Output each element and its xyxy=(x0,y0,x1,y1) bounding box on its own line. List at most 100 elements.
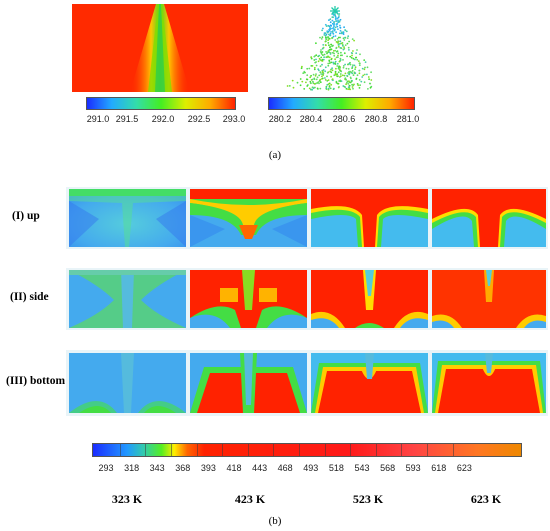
particle xyxy=(292,86,295,89)
particle xyxy=(337,54,339,57)
particle xyxy=(333,21,335,24)
particle xyxy=(339,24,341,27)
particle xyxy=(368,78,370,81)
particle xyxy=(346,74,348,77)
particle xyxy=(336,65,339,67)
particle xyxy=(334,35,337,37)
particle xyxy=(355,56,357,59)
particle xyxy=(327,79,330,81)
temperature-label-623K: 623 K xyxy=(470,492,502,506)
particle xyxy=(317,68,320,71)
particle xyxy=(345,87,348,90)
particle xyxy=(359,53,361,56)
particle xyxy=(347,46,350,49)
particle xyxy=(335,67,337,70)
particle xyxy=(336,75,339,78)
particle xyxy=(332,44,334,47)
particle xyxy=(340,42,343,45)
particle xyxy=(305,78,308,81)
particle xyxy=(319,87,322,90)
particle xyxy=(335,46,338,49)
row-label-bottom: (III) bottom xyxy=(6,375,66,387)
particle xyxy=(370,71,372,74)
temperature-label-323K: 323 K xyxy=(111,492,143,506)
particle xyxy=(335,23,338,26)
particle xyxy=(326,80,329,82)
particle xyxy=(351,72,354,75)
colorbar-b-separator xyxy=(452,444,454,456)
particle xyxy=(321,29,323,32)
particle xyxy=(331,27,333,30)
particle xyxy=(339,79,342,82)
particle xyxy=(312,80,314,83)
particle xyxy=(300,67,303,70)
particle xyxy=(315,42,317,45)
particle xyxy=(364,61,367,63)
particle xyxy=(348,80,350,82)
particle xyxy=(330,43,333,46)
particle xyxy=(358,62,361,65)
particle xyxy=(343,26,345,29)
colorbar-b-separator xyxy=(273,444,275,456)
particle xyxy=(306,85,309,87)
particle xyxy=(363,59,366,61)
particle xyxy=(330,61,333,64)
particle xyxy=(337,20,339,23)
particle xyxy=(353,39,355,42)
particle xyxy=(348,40,350,43)
colorbar-b-separator xyxy=(247,444,249,456)
particle xyxy=(330,68,332,71)
particle xyxy=(342,66,345,69)
particle xyxy=(361,76,364,78)
colorbar-b-tick: 543 xyxy=(354,463,370,473)
colorbar-a2-tick: 280.4 xyxy=(299,114,323,124)
colorbar-a1-tick: 291.5 xyxy=(115,114,139,124)
particle xyxy=(348,88,351,91)
colorbar-b-separator xyxy=(299,444,300,456)
particle xyxy=(328,48,331,51)
particle xyxy=(352,50,354,52)
particle xyxy=(353,64,356,67)
particle xyxy=(330,24,332,27)
particle xyxy=(326,36,329,39)
particle xyxy=(333,54,336,57)
particle xyxy=(352,57,355,60)
colorbar-b-tick: 368 xyxy=(175,463,191,473)
particle xyxy=(337,19,339,22)
particle xyxy=(328,37,330,40)
particle xyxy=(334,49,337,52)
particle xyxy=(319,36,321,39)
particle xyxy=(322,58,325,61)
particle xyxy=(309,80,312,83)
colorbar-b-separator xyxy=(324,444,326,456)
particle xyxy=(363,73,366,76)
particle xyxy=(335,56,338,59)
colorbar-b-tick: 343 xyxy=(149,463,165,473)
particle xyxy=(322,44,325,46)
particle xyxy=(326,71,329,74)
particle xyxy=(338,68,341,71)
colorbar-a1-tick: 292.0 xyxy=(151,114,175,124)
particle xyxy=(320,73,322,75)
particle xyxy=(331,67,333,70)
particle xyxy=(322,54,324,56)
particle xyxy=(303,88,306,90)
particle xyxy=(343,74,346,77)
colorbar-a2-tick: 281.0 xyxy=(396,114,420,124)
particle xyxy=(347,72,349,74)
particle xyxy=(336,37,339,40)
colorbar-b-tick: 468 xyxy=(277,463,293,473)
particle xyxy=(310,79,313,81)
particle xyxy=(356,49,358,51)
particle xyxy=(337,16,340,19)
field-panel-a1 xyxy=(72,4,248,92)
particle xyxy=(325,51,327,53)
particle xyxy=(313,66,316,69)
colorbar-b-separator xyxy=(145,444,147,456)
particle xyxy=(321,51,324,53)
particle xyxy=(333,23,336,25)
particle xyxy=(310,82,312,85)
particle xyxy=(317,60,320,63)
particle xyxy=(319,65,322,68)
particle xyxy=(346,80,349,83)
